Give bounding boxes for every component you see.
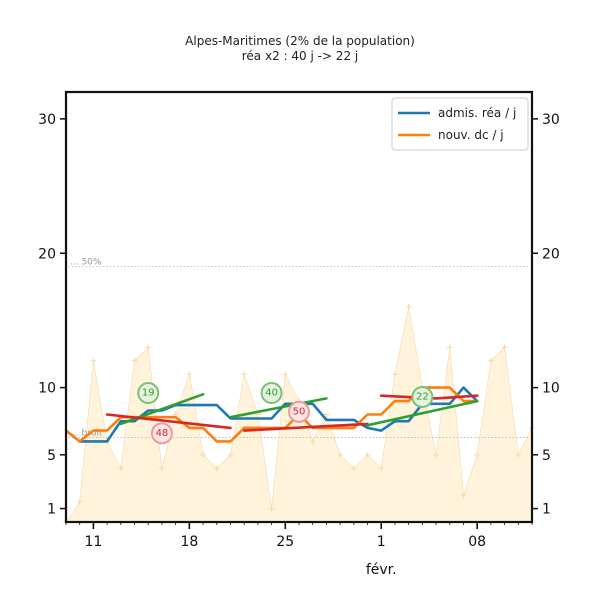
trend-line-5 (379, 394, 479, 400)
raw-death-marker-4 (117, 465, 124, 472)
trend-line-4 (366, 399, 479, 427)
trend-badge-2 (260, 382, 283, 404)
trend-badge-1 (150, 422, 173, 445)
trend-badge-0 (137, 382, 160, 404)
series-line-0 (65, 386, 479, 443)
raw-death-marker-28 (446, 344, 453, 351)
trend-badge-3 (288, 400, 310, 423)
ytick-label-left-4: 30 (38, 112, 56, 128)
xtick-label-4: 08 (468, 534, 486, 550)
raw-death-marker-20 (337, 451, 344, 458)
reference-label-1: ... bruit (70, 428, 103, 438)
raw-death-marker-27 (433, 451, 440, 458)
ytick-label-right-0: 1 (542, 502, 551, 518)
legend-box (391, 97, 529, 151)
raw-death-marker-22 (364, 451, 371, 458)
raw-death-marker-5 (131, 357, 138, 364)
trend-line-3 (242, 422, 369, 432)
raw-death-marker-21 (350, 465, 357, 472)
raw-death-marker-15 (268, 505, 275, 512)
legend-label-1: nouv. dc / j (438, 128, 504, 142)
raw-death-marker-23 (378, 465, 385, 472)
xtick-label-0: 11 (84, 534, 102, 550)
xtick-label-1: 18 (180, 534, 198, 550)
raw-death-marker-13 (241, 371, 248, 378)
ytick-label-right-3: 20 (542, 246, 560, 262)
xtick-label-2: 25 (276, 534, 294, 550)
trend-badge-label-3: 50 (293, 406, 306, 417)
raw-death-marker-30 (474, 451, 481, 458)
ytick-label-left-3: 20 (38, 246, 56, 262)
raw-death-marker-9 (186, 371, 193, 378)
legend-label-0: admis. réa / j (438, 106, 516, 120)
trend-line-0 (119, 392, 205, 426)
ytick-label-right-4: 30 (542, 112, 560, 128)
chart-subtitle: réa x2 : 40 j -> 22 j (241, 49, 359, 63)
xtick-label-3: 1 (377, 534, 386, 550)
trend-badge-4 (411, 386, 434, 409)
raw-death-marker-31 (487, 357, 494, 364)
trend-badge-label-1: 48 (156, 428, 169, 439)
ytick-label-left-0: 1 (47, 502, 56, 518)
chart-title: Alpes-Maritimes (2% de la population) (185, 34, 415, 48)
ytick-label-right-1: 5 (542, 448, 551, 464)
raw-death-marker-16 (282, 371, 289, 378)
raw-death-marker-25 (405, 304, 412, 310)
raw-death-marker-18 (309, 438, 316, 445)
ytick-label-right-2: 10 (542, 381, 560, 397)
raw-death-marker-10 (200, 451, 207, 458)
raw-death-marker-1 (76, 498, 83, 505)
raw-death-marker-6 (145, 344, 152, 351)
raw-death-marker-24 (391, 371, 398, 378)
raw-death-marker-7 (158, 465, 165, 472)
trend-line-2 (229, 397, 328, 419)
month-label: févr. (366, 562, 397, 578)
reference-label-0: ... 50% (70, 258, 102, 268)
raw-death-marker-32 (501, 344, 508, 351)
trend-line-1 (105, 413, 232, 430)
raw-death-marker-29 (460, 492, 467, 499)
trend-badge-label-4: 22 (416, 392, 429, 403)
raw-death-marker-33 (515, 451, 522, 458)
raw-death-marker-19 (323, 411, 330, 418)
raw-death-marker-2 (90, 357, 97, 364)
trend-badge-label-2: 40 (265, 388, 278, 399)
raw-death-marker-11 (213, 465, 220, 472)
raw-death-marker-12 (227, 451, 234, 458)
trend-badge-label-0: 19 (142, 388, 155, 399)
ytick-label-left-1: 5 (47, 448, 56, 464)
ytick-label-left-2: 10 (38, 381, 56, 397)
